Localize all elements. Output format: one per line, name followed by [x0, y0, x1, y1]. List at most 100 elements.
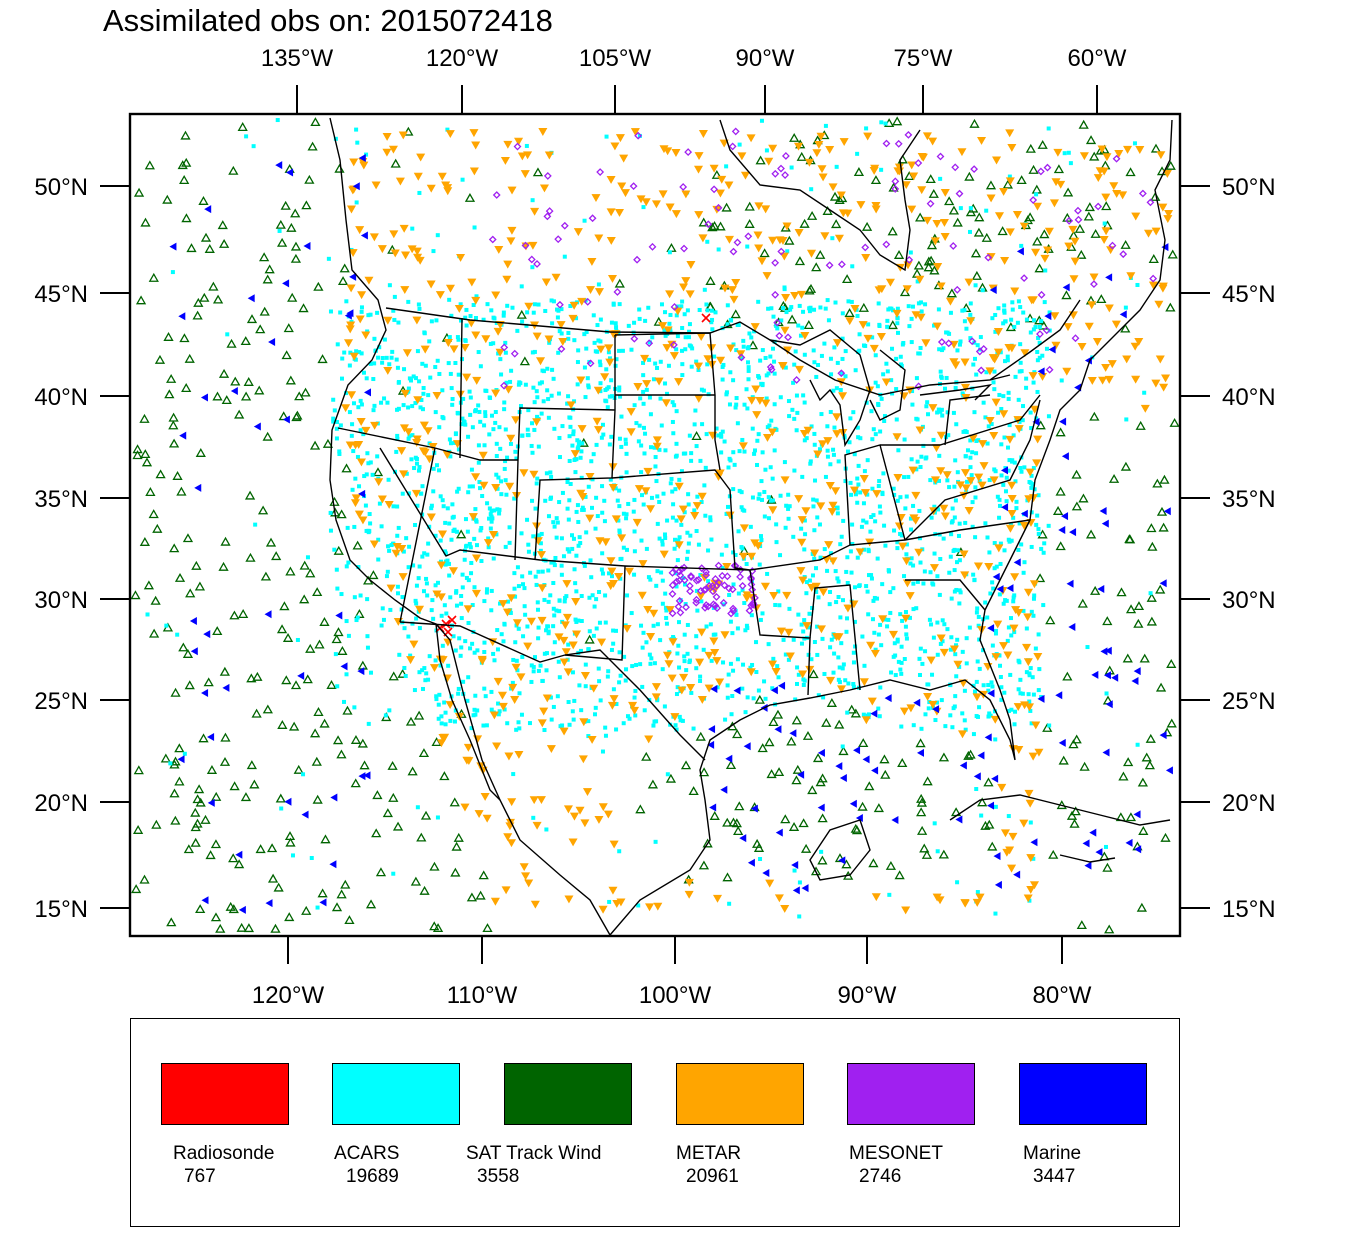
acars-marker	[437, 371, 442, 376]
metar-marker	[463, 605, 473, 614]
metar-marker	[674, 378, 684, 386]
acars-marker	[1007, 458, 1012, 463]
acars-marker	[803, 532, 808, 537]
acars-marker	[832, 425, 837, 430]
metar-marker	[892, 309, 902, 318]
acars-marker	[494, 454, 499, 459]
acars-marker	[840, 744, 845, 749]
acars-marker	[624, 451, 629, 456]
acars-marker	[427, 339, 432, 344]
acars-marker	[579, 619, 584, 624]
acars-marker	[662, 328, 667, 333]
acars-marker	[469, 467, 474, 472]
metar-marker	[1033, 652, 1043, 661]
acars-marker	[819, 412, 824, 417]
acars-marker	[402, 626, 407, 631]
marine-marker	[797, 770, 805, 779]
acars-marker	[991, 586, 996, 591]
acars-marker	[974, 451, 979, 456]
sat-track-wind-marker	[789, 132, 800, 142]
acars-marker	[685, 308, 690, 313]
acars-marker	[491, 556, 496, 561]
acars-marker	[855, 476, 860, 481]
acars-marker	[595, 323, 600, 328]
acars-marker	[626, 501, 631, 506]
metar-marker	[1031, 721, 1041, 730]
acars-marker	[811, 504, 816, 509]
metar-marker	[528, 241, 538, 250]
acars-marker	[1018, 677, 1023, 682]
sat-track-wind-marker	[313, 707, 324, 716]
metar-marker	[922, 132, 932, 141]
acars-marker	[776, 675, 781, 680]
metar-marker	[999, 642, 1009, 651]
right-lat-label: 30°N	[1222, 587, 1276, 614]
acars-marker	[986, 714, 991, 719]
acars-marker	[806, 625, 811, 630]
acars-marker	[512, 586, 517, 591]
acars-marker	[921, 581, 926, 586]
sat-track-wind-marker	[144, 160, 155, 170]
acars-marker	[909, 457, 914, 462]
acars-marker	[1148, 591, 1153, 596]
acars-marker	[549, 717, 554, 722]
metar-marker	[782, 222, 792, 231]
metar-marker	[521, 872, 531, 881]
sat-track-wind-marker	[176, 486, 187, 496]
metar-marker	[753, 231, 763, 240]
metar-marker	[972, 693, 982, 702]
acars-marker	[488, 512, 493, 517]
state-lines-east	[809, 394, 1041, 691]
acars-marker	[671, 502, 676, 507]
acars-marker	[988, 591, 993, 596]
marine-marker	[792, 886, 800, 895]
acars-marker	[1032, 593, 1037, 598]
acars-marker	[1018, 305, 1023, 310]
marine-marker	[301, 810, 309, 819]
sat-track-wind-marker	[357, 660, 368, 670]
acars-marker	[413, 598, 418, 603]
marine-marker	[1020, 509, 1028, 518]
acars-marker	[1035, 350, 1040, 355]
sat-track-wind-marker	[255, 844, 266, 854]
acars-marker	[971, 572, 976, 577]
sat-track-wind-marker	[1166, 658, 1177, 668]
acars-marker	[736, 322, 741, 327]
acars-marker	[476, 460, 481, 465]
acars-marker	[758, 358, 763, 363]
metar-marker	[722, 563, 732, 571]
sat-track-wind-marker	[193, 784, 205, 794]
acars-marker	[557, 435, 562, 440]
acars-marker	[802, 518, 807, 523]
acars-marker	[820, 636, 825, 641]
metar-marker	[926, 656, 936, 665]
metar-marker	[690, 512, 700, 520]
metar-marker	[1025, 799, 1035, 808]
sat-track-wind-marker	[1084, 202, 1095, 212]
sat-track-wind-marker	[831, 219, 842, 229]
sat-track-wind-marker	[791, 775, 802, 785]
sat-track-wind-marker	[478, 870, 489, 880]
acars-marker	[1047, 723, 1052, 728]
acars-marker	[856, 435, 861, 440]
acars-marker	[916, 301, 921, 306]
metar-marker	[440, 733, 450, 742]
marine-marker	[739, 834, 747, 843]
marine-marker	[973, 772, 981, 781]
sat-track-wind-marker	[164, 389, 175, 399]
acars-marker	[557, 675, 562, 680]
mesonet-marker	[949, 242, 958, 250]
metar-marker	[911, 491, 921, 500]
metar-marker	[1118, 191, 1128, 200]
sat-track-wind-marker	[181, 213, 192, 223]
acars-marker	[379, 400, 384, 405]
acars-marker	[844, 629, 849, 634]
acars-marker	[544, 651, 549, 656]
acars-marker	[831, 447, 836, 452]
acars-marker	[862, 663, 867, 668]
acars-marker	[505, 303, 510, 308]
acars-marker	[864, 584, 869, 589]
acars-marker	[703, 465, 708, 470]
acars-marker	[477, 409, 482, 414]
legend-label: MESONET	[849, 1143, 943, 1164]
